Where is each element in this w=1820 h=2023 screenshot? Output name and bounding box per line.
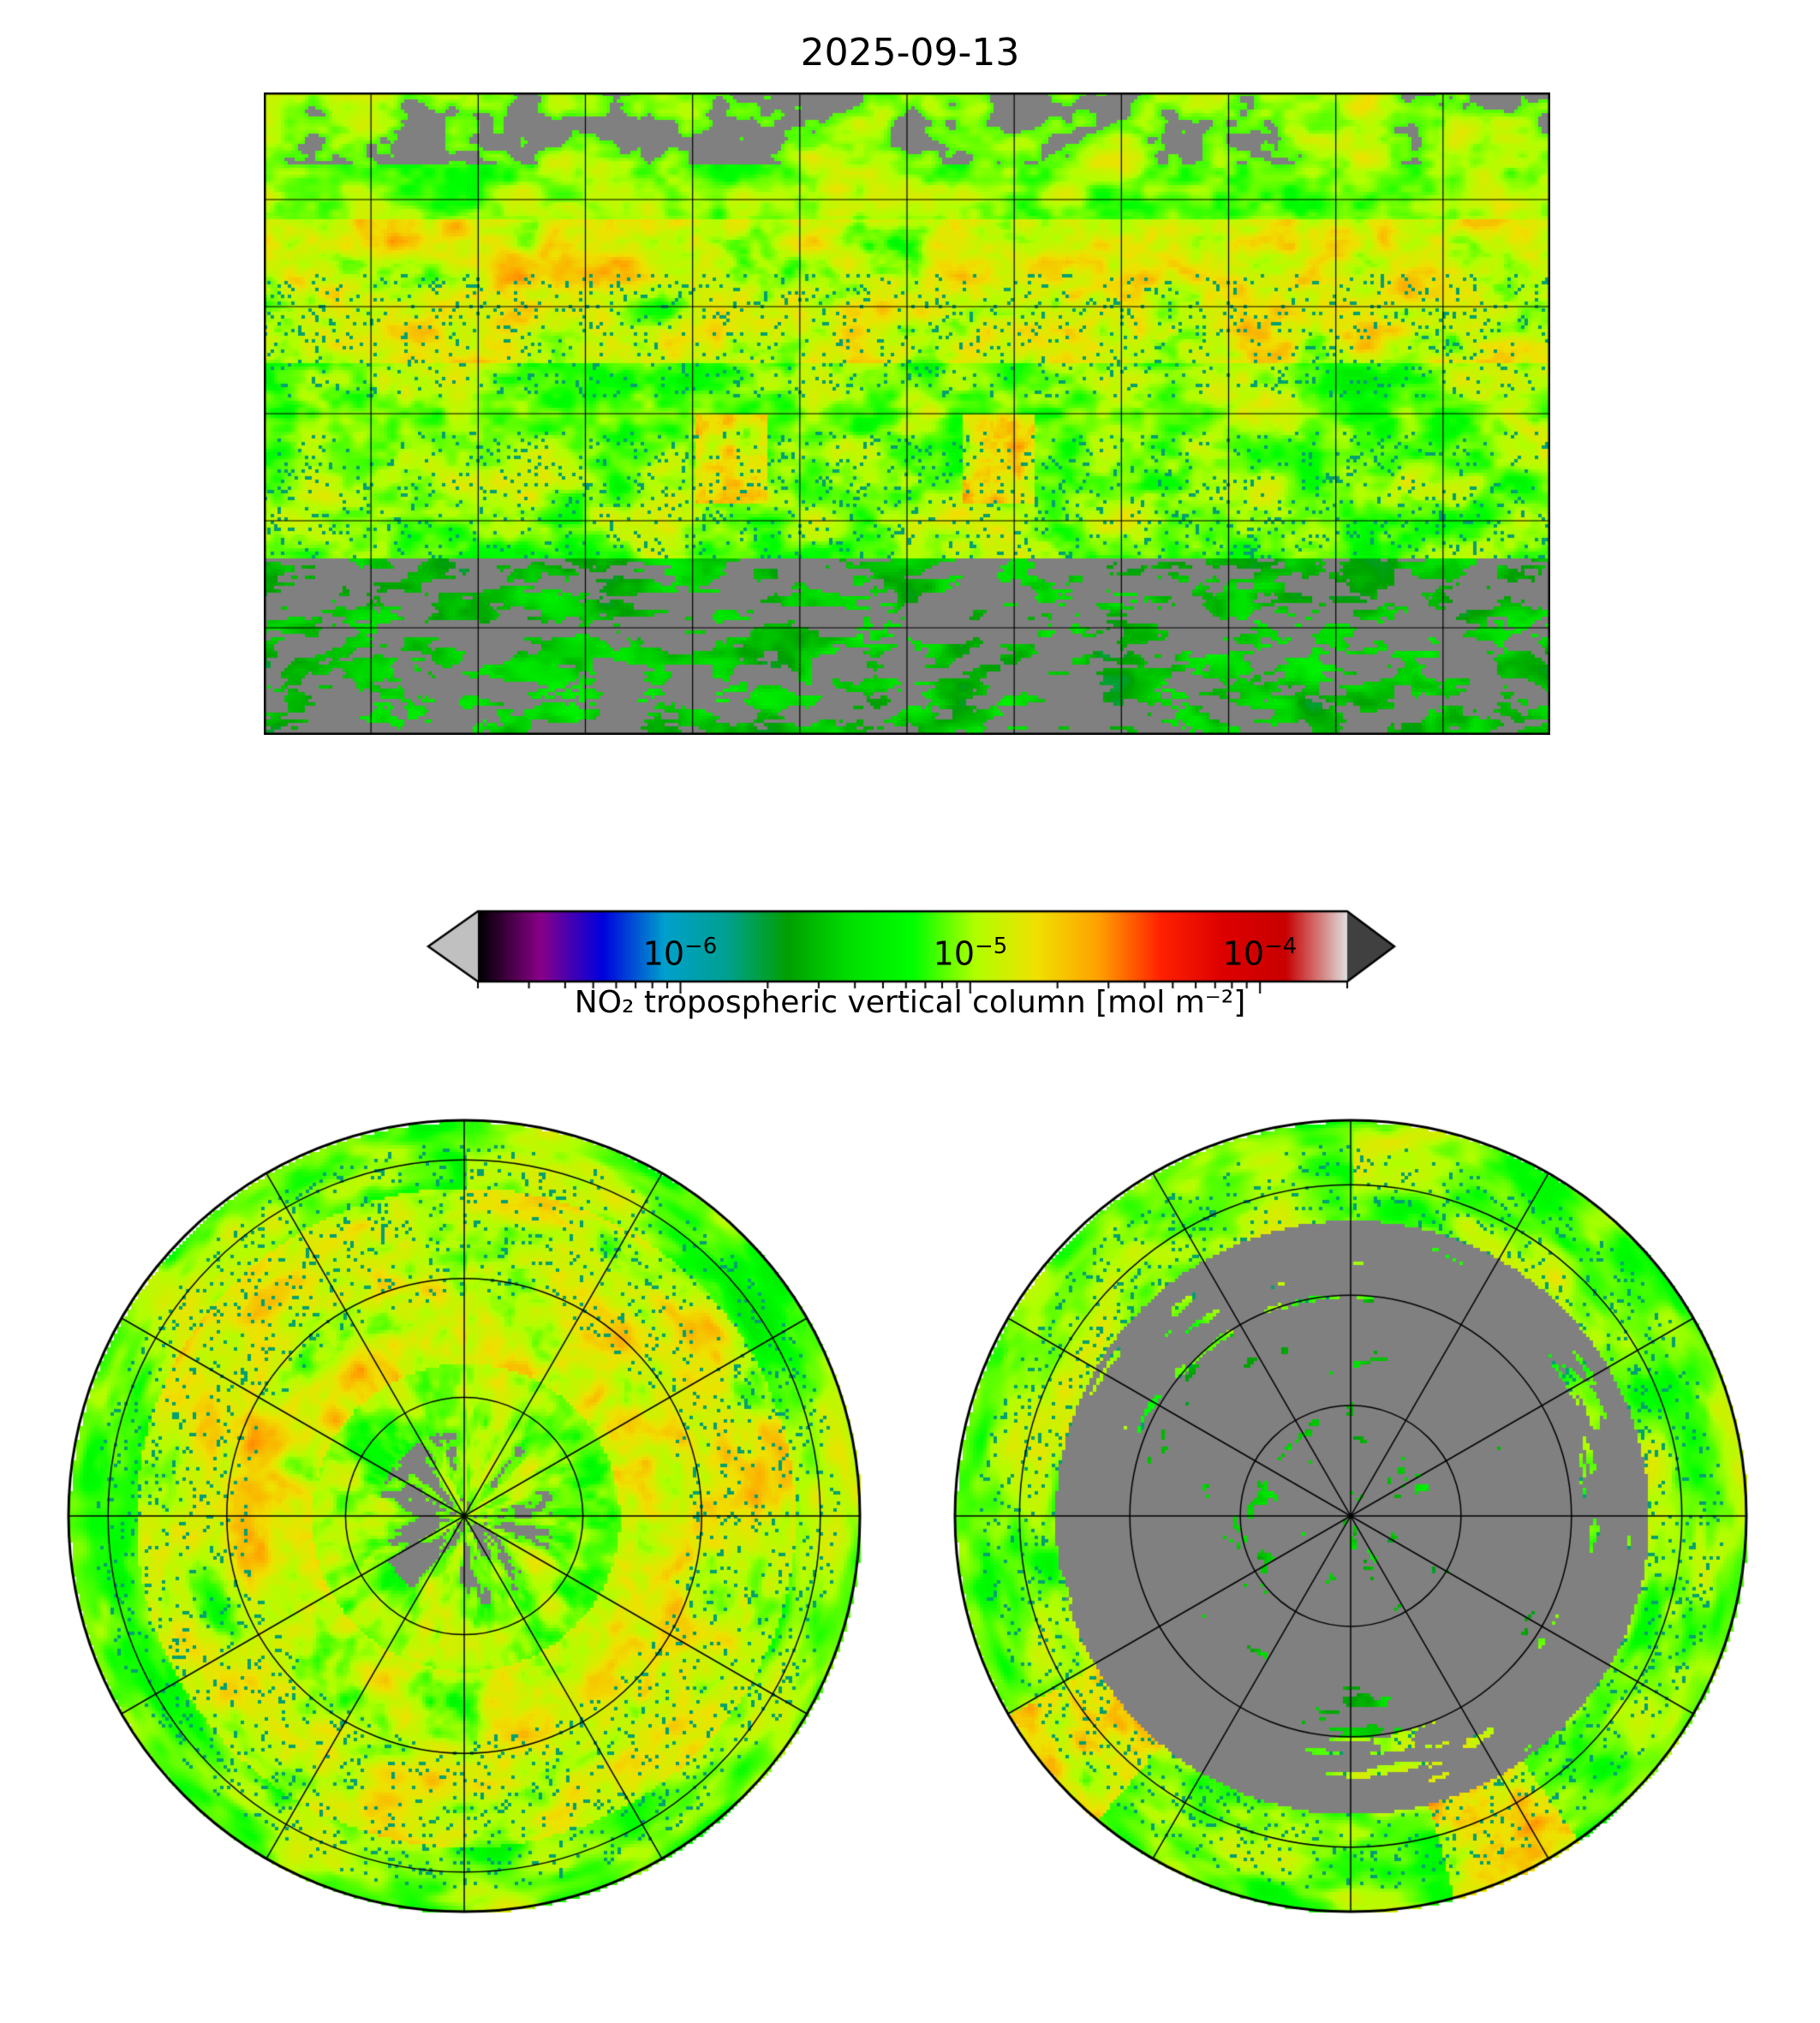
colorbar	[424, 899, 1409, 994]
colorbar-label: NO₂ tropospheric vertical column [mol m⁻…	[574, 985, 1246, 1020]
tick-label-1e-4: 10−4	[1222, 934, 1298, 973]
north-polar-map	[66, 1118, 862, 1914]
global-map	[264, 92, 1550, 735]
south-polar-map	[952, 1118, 1749, 1914]
tick-label-1e-6: 10−6	[642, 934, 718, 973]
chart-title: 2025-09-13	[800, 31, 1020, 75]
tick-label-1e-5: 10−5	[933, 934, 1008, 973]
